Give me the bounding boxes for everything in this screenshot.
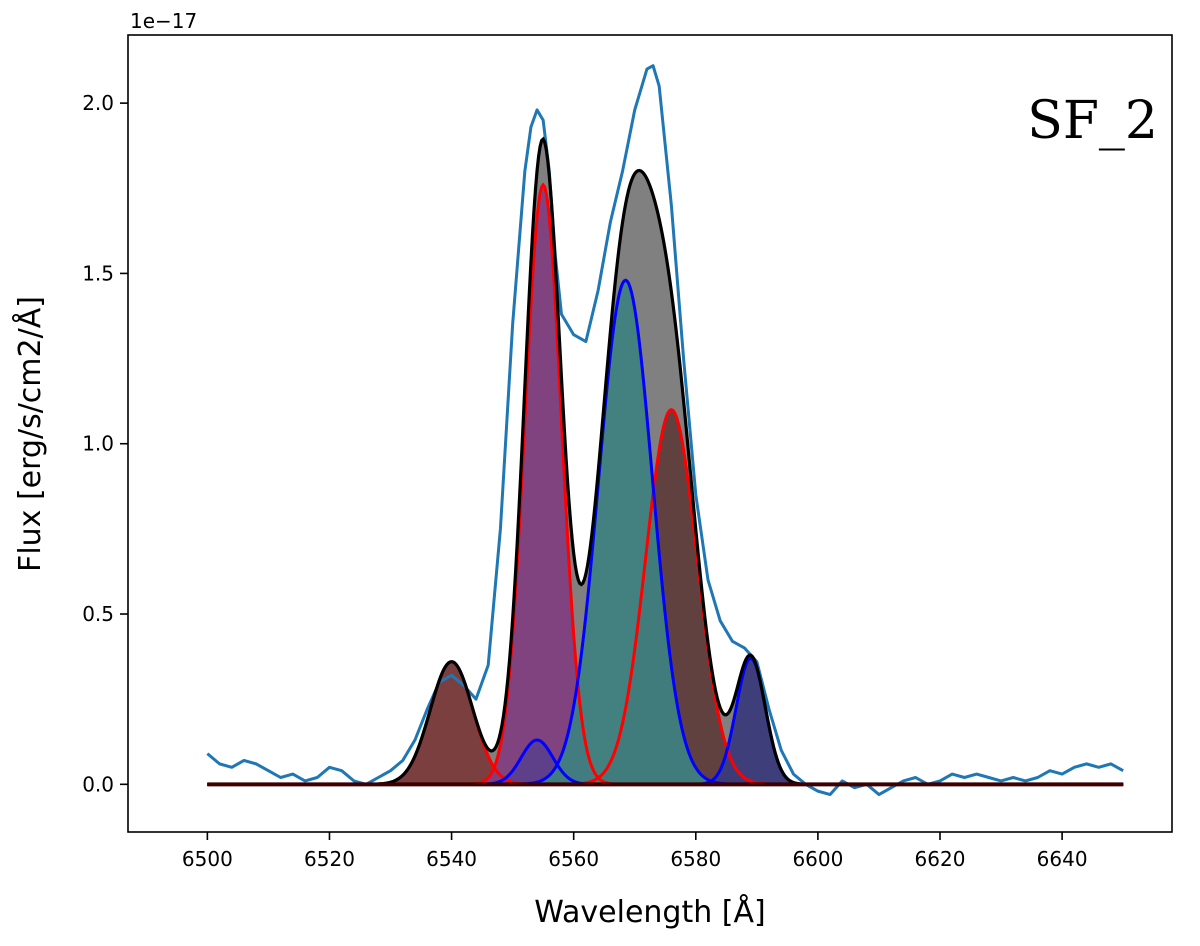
plot-frame — [127, 34, 1173, 833]
component-fill-narrow-2 — [207, 409, 1124, 785]
axis-ticks: 6500 6520 6540 6560 6580 6600 6620 6640 0.0 0.5 1.… — [82, 91, 1087, 871]
y-tick-label: 2.0 — [82, 91, 114, 115]
component-lines — [206, 64, 1124, 797]
y-tick-label: 0.0 — [82, 772, 114, 796]
y-offset-text: 1e−17 — [130, 9, 197, 33]
panel-annotation: SF_2 — [1027, 91, 1158, 151]
y-tick-label: 0.5 — [82, 602, 114, 626]
x-tick-label: 6620 — [915, 847, 966, 871]
x-tick-label: 6640 — [1037, 847, 1088, 871]
component-fill-broad-4 — [207, 280, 1124, 785]
x-tick-label: 6560 — [548, 847, 599, 871]
x-axis-label: Wavelength [Å] — [534, 894, 765, 930]
x-tick-label: 6580 — [670, 847, 721, 871]
x-tick-label: 6540 — [426, 847, 477, 871]
x-tick-label: 6500 — [182, 847, 233, 871]
y-axis-label: Flux [erg/s/cm2/Å] — [12, 296, 48, 572]
y-tick-label: 1.5 — [82, 261, 114, 285]
y-tick-label: 1.0 — [82, 432, 114, 456]
component-fills — [207, 139, 1124, 785]
x-tick-label: 6600 — [792, 847, 843, 871]
x-tick-label: 6520 — [304, 847, 355, 871]
